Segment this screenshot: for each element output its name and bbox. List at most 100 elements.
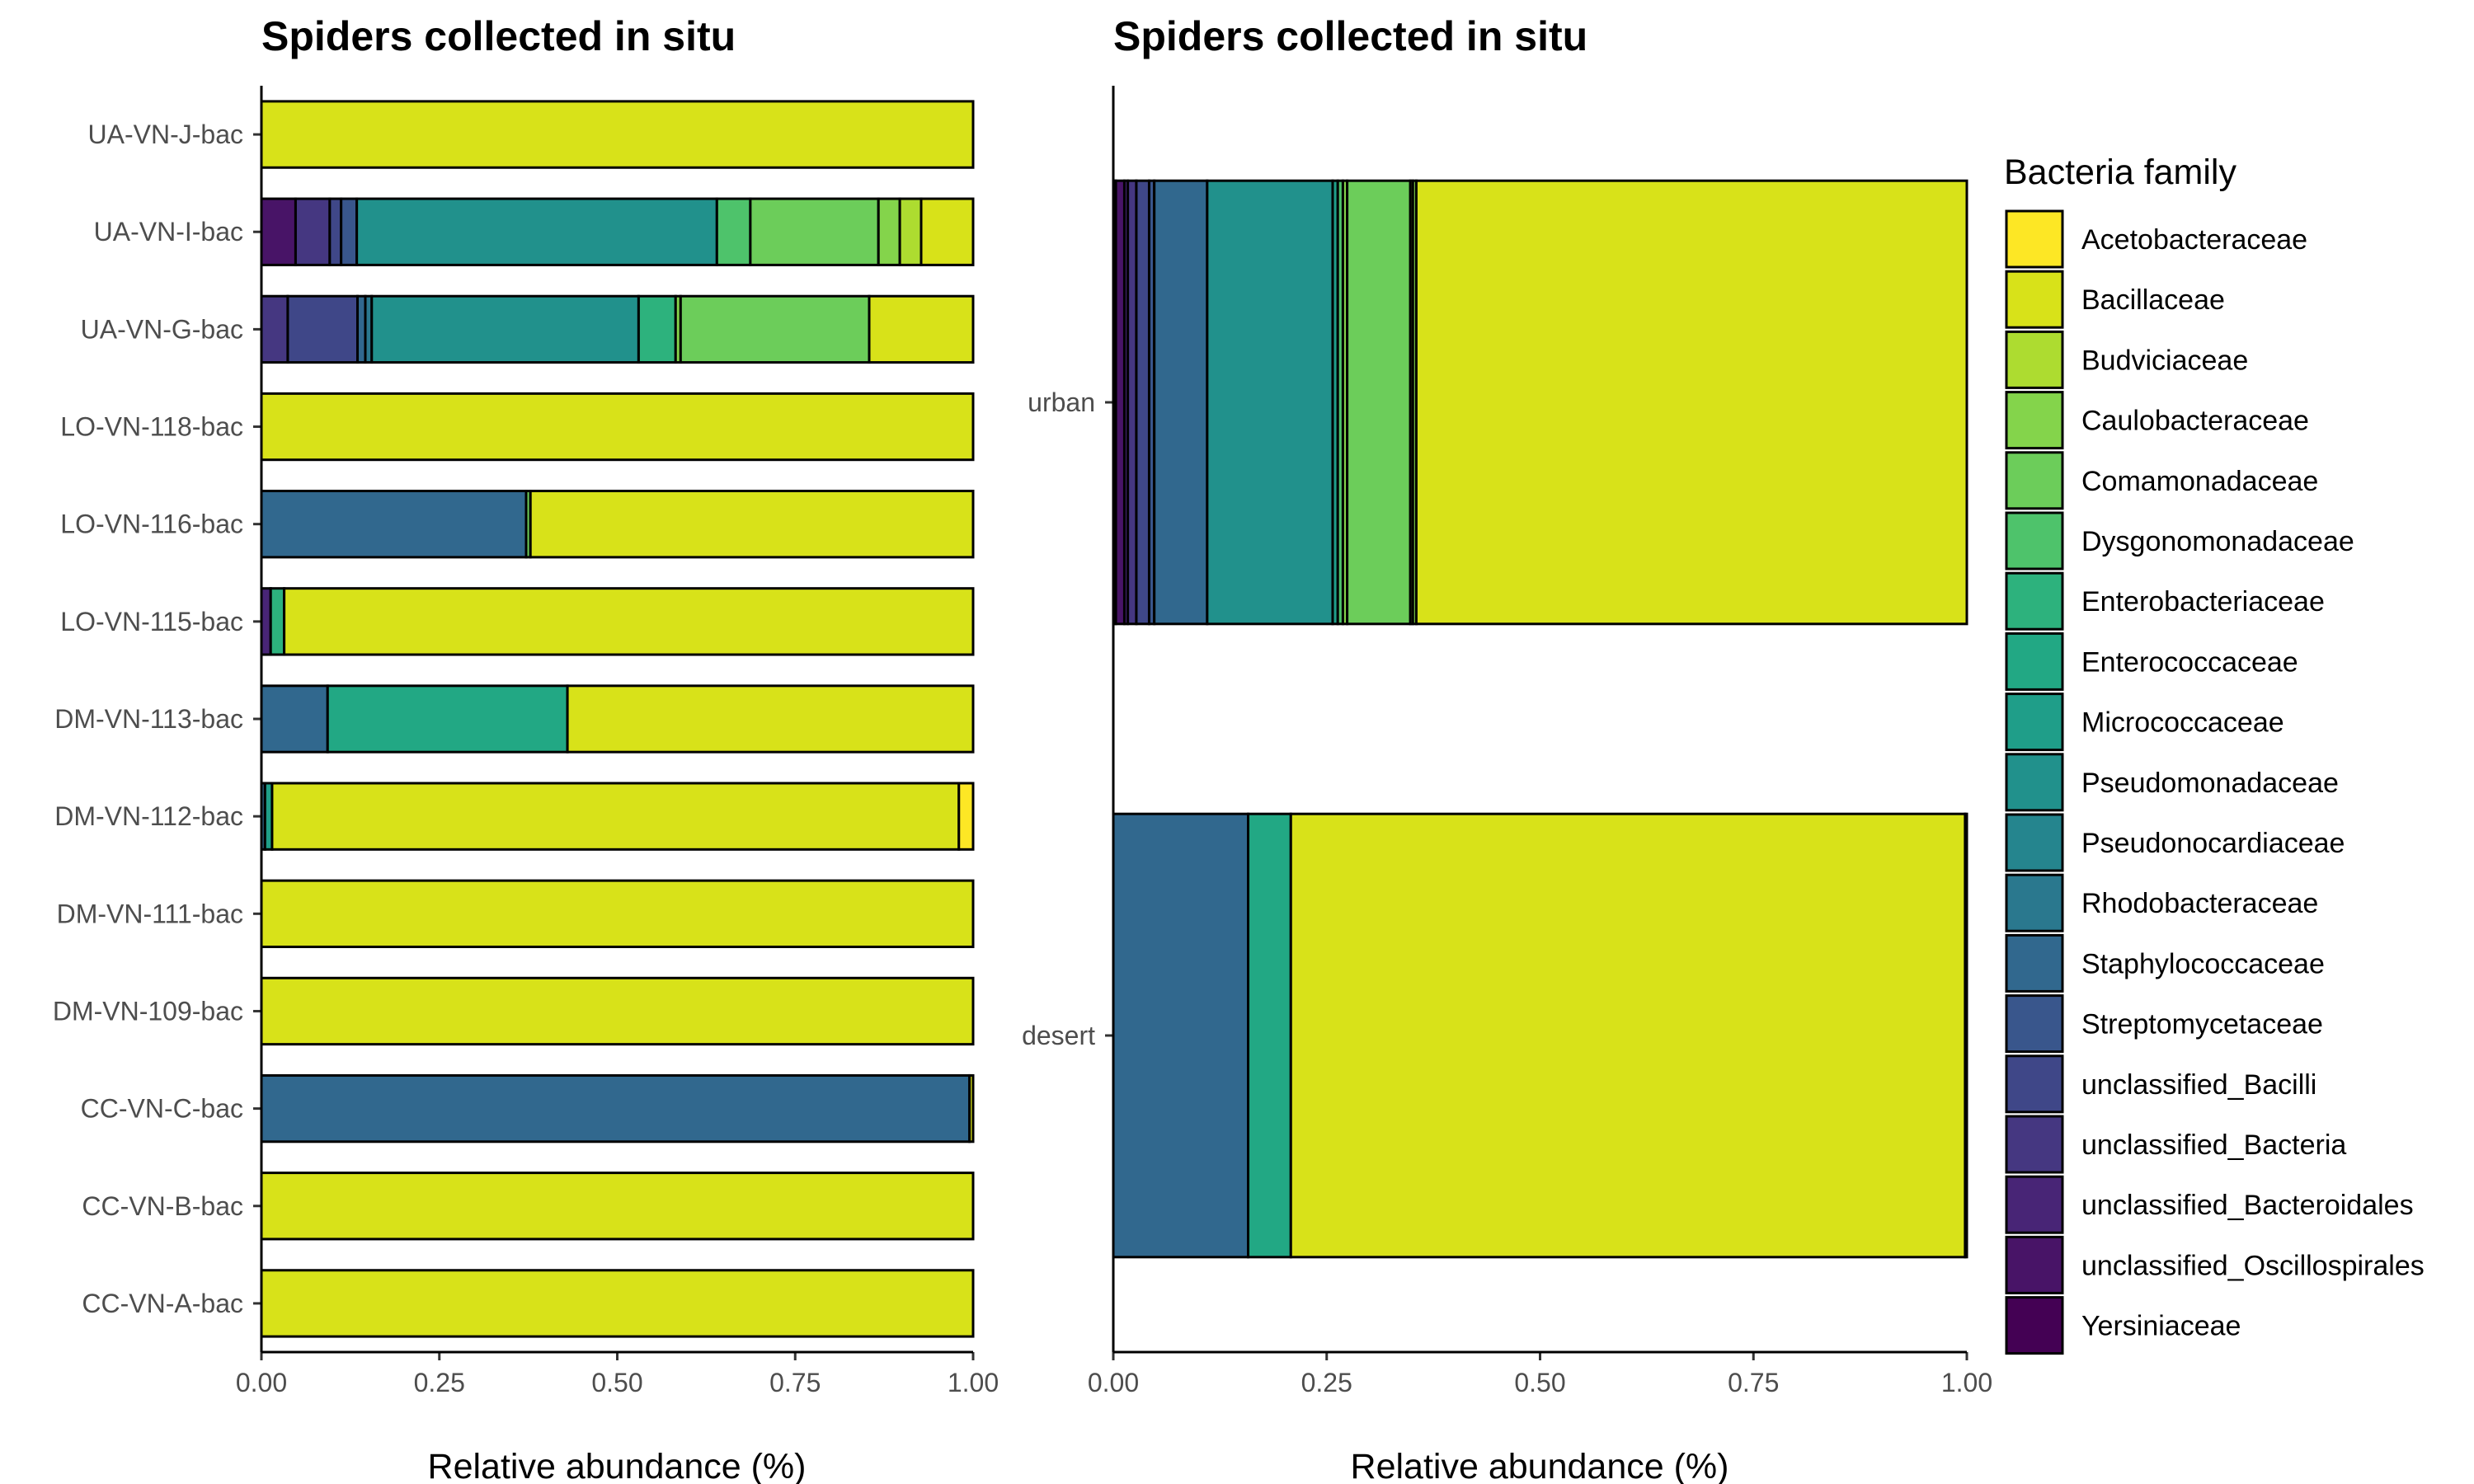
legend-label-acetobacteraceae: Acetobacteraceae [2081,224,2307,256]
legend-label-unclassified-bacteroidales: unclassified_Bacteroidales [2081,1190,2414,1221]
left-bar-segment-ua-vn-i-bac-comamonadaceae [749,197,880,266]
left-bar-segment-dm-vn-113-bac-staphylococcaceae [260,684,329,754]
legend-swatch-unclassified-oscillospirales [2005,1235,2064,1294]
left-bar-segment-lo-vn-115-bac-bacillaceae [283,587,975,656]
legend-item-yersiniaceae: Yersiniaceae [2005,1296,2241,1355]
left-y-tick-label-lo-vn-116-bac: LO-VN-116-bac [60,510,243,539]
right-x-tick-label-4: 1.00 [1941,1368,1992,1397]
right-bar-segment-urban-comamonadaceae [1346,179,1412,626]
left-bar-segment-cc-vn-c-bac-staphylococcaceae [260,1073,971,1144]
legend-label-unclassified-oscillospirales: unclassified_Oscillospirales [2081,1250,2425,1281]
right-bar-segment-desert-enterococcaceae [1247,812,1292,1259]
legend-label-unclassified-bacilli: unclassified_Bacilli [2081,1069,2316,1101]
legend-swatch-staphylococcaceae [2005,933,2064,993]
right-x-axis-title: Relative abundance (%) [1351,1447,1729,1484]
legend-label-caulobacteraceae: Caulobacteraceae [2081,406,2309,437]
left-x-tick-label-2: 0.50 [591,1368,642,1397]
left-x-axis-title: Relative abundance (%) [428,1447,807,1484]
left-bar-segment-ua-vn-i-bac-unclassified-oscillospirales [260,197,297,266]
legend-item-streptomycetaceae: Streptomycetaceae [2005,994,2323,1054]
left-bar-segment-dm-vn-109-bac-bacillaceae [260,976,975,1046]
left-y-tick-label-cc-vn-a-bac: CC-VN-A-bac [82,1289,243,1318]
legend-label-enterobacteriaceae: Enterobacteriaceae [2081,586,2325,618]
legend-item-enterobacteriaceae: Enterobacteriaceae [2005,571,2325,631]
legend-label-budviciaceae: Budviciaceae [2081,345,2248,376]
left-bar-segment-cc-vn-c-bac-bacillaceae [968,1073,975,1144]
right-bar-segment-desert-bacillaceae [1289,812,1967,1259]
left-bar-segment-dm-vn-112-bac-bacillaceae [270,782,961,851]
left-y-tick-label-lo-vn-115-bac: LO-VN-115-bac [60,607,243,636]
left-bar-segment-lo-vn-115-bac-enterobacteriaceae [269,587,286,656]
legend-swatch-micrococcaceae [2005,693,2064,752]
legend-swatch-rhodobacteraceae [2005,873,2064,932]
legend-label-bacillaceae: Bacillaceae [2081,284,2225,316]
right-y-tick-label-desert: desert [1022,1021,1095,1050]
right-bar-segment-urban-unclassified-bacteria [1126,179,1138,626]
right-panel-title: Spiders collected in situ [1113,13,1587,59]
left-bar-segment-ua-vn-i-bac-streptomycetaceae [340,197,359,266]
left-bar-segment-cc-vn-b-bac-bacillaceae [260,1172,975,1241]
legend-swatch-pseudonocardiaceae [2005,813,2064,872]
legend-swatch-dysgonomonadaceae [2005,511,2064,571]
left-bar-segment-ua-vn-g-bac-enterobacteriaceae [637,294,677,364]
legend-item-unclassified-oscillospirales: unclassified_Oscillospirales [2005,1235,2425,1294]
left-y-tick-label-ua-vn-g-bac: UA-VN-G-bac [81,314,243,344]
legend-swatch-enterococcaceae [2005,632,2064,691]
right-bar-segment-urban-bacillaceae [1414,179,1968,626]
left-bar-segment-dm-vn-113-bac-enterococcaceae [326,684,569,754]
legend-label-comamonadaceae: Comamonadaceae [2081,466,2318,497]
right-bar-segment-urban-unclassified-bacilli [1135,179,1150,626]
right-x-tick-label-0: 0.00 [1088,1368,1139,1397]
left-panel: Spiders collected in situ CC-VN-A-bac CC-… [53,13,999,1484]
legend-item-bacillaceae: Bacillaceae [2005,270,2225,329]
legend-label-streptomycetaceae: Streptomycetaceae [2081,1009,2323,1040]
left-bar-segment-lo-vn-116-bac-staphylococcaceae [260,490,528,559]
legend-item-unclassified-bacteria: unclassified_Bacteria [2005,1115,2346,1174]
right-bar-segment-urban-pseudomonadaceae [1206,179,1334,626]
left-bar-segment-cc-vn-a-bac-bacillaceae [260,1269,975,1338]
legend-item-pseudomonadaceae: Pseudomonadaceae [2005,753,2339,812]
left-bar-segment-dm-vn-112-bac-acetobacteraceae [957,782,975,851]
legend-item-unclassified-bacteroidales: unclassified_Bacteroidales [2005,1175,2414,1234]
left-bar-segment-ua-vn-i-bac-dysgonomonadaceae [715,197,752,266]
left-bar-segment-ua-vn-g-bac-bacillaceae [868,294,975,364]
left-bar-segment-ua-vn-g-bac-comamonadaceae [679,294,871,364]
legend-title: Bacteria family [2004,153,2236,192]
left-y-tick-label-dm-vn-112-bac: DM-VN-112-bac [54,801,243,831]
legend-label-yersiniaceae: Yersiniaceae [2081,1311,2241,1342]
left-bar-segment-ua-vn-i-bac-bacillaceae [920,197,975,266]
legend-swatch-unclassified-bacilli [2005,1054,2064,1114]
right-bar-segment-desert-staphylococcaceae [1112,812,1250,1259]
legend-label-pseudomonadaceae: Pseudomonadaceae [2081,768,2339,799]
left-bar-segment-ua-vn-i-bac-caulobacteraceae [877,197,901,266]
left-panel-title: Spiders collected in situ [261,13,736,59]
legend-item-dysgonomonadaceae: Dysgonomonadaceae [2005,511,2354,571]
legend-item-unclassified-bacilli: unclassified_Bacilli [2005,1054,2316,1114]
left-bar-segment-lo-vn-118-bac-bacillaceae [260,392,975,462]
left-x-tick-label-1: 0.25 [414,1368,465,1397]
legend-swatch-unclassified-bacteria [2005,1115,2064,1174]
left-y-tick-label-dm-vn-111-bac: DM-VN-111-bac [57,899,243,928]
left-bar-segment-ua-vn-i-bac-unclassified-bacteria [294,197,332,266]
legend-item-acetobacteraceae: Acetobacteraceae [2005,209,2307,269]
left-bar-segment-ua-vn-g-bac-pseudomonadaceae [370,294,640,364]
left-bar-segment-dm-vn-113-bac-bacillaceae [566,684,975,754]
left-y-tick-label-dm-vn-109-bac: DM-VN-109-bac [53,996,243,1026]
legend-label-enterococcaceae: Enterococcaceae [2081,646,2298,678]
left-bar-segment-lo-vn-116-bac-bacillaceae [529,490,975,559]
legend-swatch-yersiniaceae [2005,1296,2064,1355]
left-x-tick-label-3: 0.75 [769,1368,821,1397]
legend-swatch-enterobacteriaceae [2005,571,2064,631]
legend-item-micrococcaceae: Micrococcaceae [2005,693,2284,752]
legend-item-staphylococcaceae: Staphylococcaceae [2005,933,2325,993]
right-bar-segment-urban-staphylococcaceae [1153,179,1209,626]
legend-swatch-unclassified-bacteroidales [2005,1175,2064,1234]
left-x-tick-label-4: 1.00 [948,1368,999,1397]
left-bar-segment-ua-vn-i-bac-pseudomonadaceae [355,197,718,266]
right-y-tick-label-urban: urban [1028,387,1095,417]
left-bar-segment-ua-vn-g-bac-unclassified-bacteria [260,294,289,364]
legend-item-enterococcaceae: Enterococcaceae [2005,632,2298,691]
legend-swatch-streptomycetaceae [2005,994,2064,1054]
left-bar-segment-dm-vn-111-bac-bacillaceae [260,879,975,948]
